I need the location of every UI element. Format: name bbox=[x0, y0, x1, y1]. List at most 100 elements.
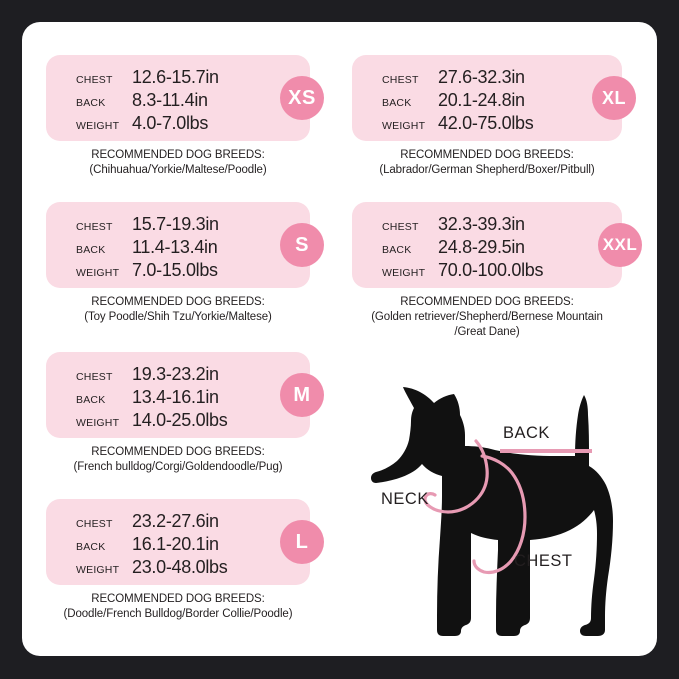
size-card-body: CHEST 27.6-32.3in BACK 20.1-24.8in WEIGH… bbox=[352, 55, 636, 141]
row-weight: WEIGHT 23.0-48.0lbs bbox=[76, 557, 286, 580]
row-value-chest: 27.6-32.3in bbox=[438, 67, 525, 87]
size-card-l[interactable]: CHEST 23.2-27.6in BACK 16.1-20.1in WEIGH… bbox=[46, 499, 328, 622]
size-badge-xs[interactable]: XS bbox=[280, 76, 324, 120]
row-label-back: BACK bbox=[76, 97, 106, 109]
row-back: BACK 8.3-11.4in bbox=[76, 90, 286, 113]
row-chest: CHEST 19.3-23.2in bbox=[76, 364, 286, 387]
breeds-note: RECOMMENDED DOG BREEDS: (Labrador/German… bbox=[337, 148, 637, 178]
breeds-heading: RECOMMENDED DOG BREEDS: bbox=[91, 446, 265, 458]
row-weight: WEIGHT 4.0-7.0lbs bbox=[76, 113, 286, 136]
size-badge-xxl[interactable]: XXL bbox=[598, 223, 642, 267]
row-label-chest: CHEST bbox=[76, 518, 113, 530]
row-back: BACK 13.4-16.1in bbox=[76, 387, 286, 410]
breeds-heading: RECOMMENDED DOG BREEDS: bbox=[91, 149, 265, 161]
breeds-note: RECOMMENDED DOG BREEDS: (Golden retrieve… bbox=[337, 295, 637, 340]
row-value-back: 24.8-29.5in bbox=[438, 237, 525, 257]
row-weight: WEIGHT 42.0-75.0lbs bbox=[382, 113, 592, 136]
row-value-back: 11.4-13.4in bbox=[132, 237, 218, 257]
size-card-body: CHEST 32.3-39.3in BACK 24.8-29.5in WEIGH… bbox=[352, 202, 642, 288]
breeds-list-line1: (French bulldog/Corgi/Goldendoodle/Pug) bbox=[73, 461, 283, 473]
measurement-rows: CHEST 12.6-15.7in BACK 8.3-11.4in WEIGHT… bbox=[76, 67, 286, 136]
row-label-back: BACK bbox=[382, 97, 412, 109]
row-chest: CHEST 27.6-32.3in bbox=[382, 67, 592, 90]
size-card-s[interactable]: CHEST 15.7-19.3in BACK 11.4-13.4in WEIGH… bbox=[46, 202, 328, 325]
row-chest: CHEST 12.6-15.7in bbox=[76, 67, 286, 90]
row-chest: CHEST 23.2-27.6in bbox=[76, 511, 286, 534]
size-card-xxl[interactable]: CHEST 32.3-39.3in BACK 24.8-29.5in WEIGH… bbox=[352, 202, 642, 340]
size-card-body: CHEST 19.3-23.2in BACK 13.4-16.1in WEIGH… bbox=[46, 352, 324, 438]
row-weight: WEIGHT 14.0-25.0lbs bbox=[76, 410, 286, 433]
row-value-chest: 12.6-15.7in bbox=[132, 67, 219, 87]
breeds-list-line1: (Doodle/French Bulldog/Border Collie/Poo… bbox=[63, 608, 293, 620]
row-label-chest: CHEST bbox=[382, 74, 419, 86]
size-card-m[interactable]: CHEST 19.3-23.2in BACK 13.4-16.1in WEIGH… bbox=[46, 352, 328, 475]
chest-measure-loop bbox=[472, 454, 527, 575]
breeds-list-line1: (Chihuahua/Yorkie/Maltese/Poodle) bbox=[89, 164, 267, 176]
breeds-note: RECOMMENDED DOG BREEDS: (Chihuahua/Yorki… bbox=[28, 148, 328, 178]
size-card-xl[interactable]: CHEST 27.6-32.3in BACK 20.1-24.8in WEIGH… bbox=[352, 55, 637, 178]
measurement-rows: CHEST 32.3-39.3in BACK 24.8-29.5in WEIGH… bbox=[382, 214, 592, 283]
breeds-list-line2: /Great Dane) bbox=[454, 326, 520, 338]
neck-measure-loop bbox=[423, 439, 489, 514]
row-label-weight: WEIGHT bbox=[76, 417, 120, 429]
row-value-back: 16.1-20.1in bbox=[132, 534, 219, 554]
row-value-weight: 4.0-7.0lbs bbox=[132, 113, 209, 133]
row-value-chest: 15.7-19.3in bbox=[132, 214, 219, 234]
dog-body-silhouette bbox=[371, 387, 613, 636]
breeds-note: RECOMMENDED DOG BREEDS: (Toy Poodle/Shih… bbox=[28, 295, 328, 325]
size-chart-panel: CHEST 12.6-15.7in BACK 8.3-11.4in WEIGHT… bbox=[22, 22, 657, 656]
dog-measurement-diagram: BACK NECK CHEST bbox=[370, 384, 657, 646]
row-value-chest: 23.2-27.6in bbox=[132, 511, 219, 531]
row-label-chest: CHEST bbox=[76, 221, 113, 233]
size-card-body: CHEST 15.7-19.3in BACK 11.4-13.4in WEIGH… bbox=[46, 202, 324, 288]
row-label-chest: CHEST bbox=[382, 221, 419, 233]
row-value-weight: 23.0-48.0lbs bbox=[132, 557, 228, 577]
row-back: BACK 24.8-29.5in bbox=[382, 237, 592, 260]
row-label-chest: CHEST bbox=[76, 74, 113, 86]
neck-label: NECK bbox=[381, 490, 429, 508]
row-label-back: BACK bbox=[76, 541, 106, 553]
row-chest: CHEST 15.7-19.3in bbox=[76, 214, 286, 237]
size-badge-l[interactable]: L bbox=[280, 520, 324, 564]
back-label: BACK bbox=[503, 424, 550, 442]
row-weight: WEIGHT 7.0-15.0lbs bbox=[76, 260, 286, 283]
size-card-xs[interactable]: CHEST 12.6-15.7in BACK 8.3-11.4in WEIGHT… bbox=[46, 55, 328, 178]
row-value-weight: 70.0-100.0lbs bbox=[438, 260, 544, 280]
measurement-rows: CHEST 15.7-19.3in BACK 11.4-13.4in WEIGH… bbox=[76, 214, 286, 283]
row-label-back: BACK bbox=[382, 244, 412, 256]
row-label-weight: WEIGHT bbox=[382, 267, 426, 279]
row-back: BACK 16.1-20.1in bbox=[76, 534, 286, 557]
row-label-chest: CHEST bbox=[76, 371, 113, 383]
size-card-body: CHEST 12.6-15.7in BACK 8.3-11.4in WEIGHT… bbox=[46, 55, 324, 141]
row-value-chest: 32.3-39.3in bbox=[438, 214, 525, 234]
breeds-heading: RECOMMENDED DOG BREEDS: bbox=[400, 296, 574, 308]
size-badge-m[interactable]: M bbox=[280, 373, 324, 417]
row-value-weight: 14.0-25.0lbs bbox=[132, 410, 228, 430]
row-weight: WEIGHT 70.0-100.0lbs bbox=[382, 260, 592, 283]
row-label-weight: WEIGHT bbox=[76, 267, 120, 279]
measurement-rows: CHEST 19.3-23.2in BACK 13.4-16.1in WEIGH… bbox=[76, 364, 286, 433]
row-label-back: BACK bbox=[76, 394, 106, 406]
chest-label: CHEST bbox=[514, 552, 573, 570]
breeds-list-line1: (Golden retriever/Shepherd/Bernese Mount… bbox=[371, 311, 603, 323]
breeds-note: RECOMMENDED DOG BREEDS: (French bulldog/… bbox=[28, 445, 328, 475]
row-value-weight: 7.0-15.0lbs bbox=[132, 260, 218, 280]
dog-silhouette-svg bbox=[371, 387, 613, 636]
measurement-rows: CHEST 23.2-27.6in BACK 16.1-20.1in WEIGH… bbox=[76, 511, 286, 580]
size-badge-s[interactable]: S bbox=[280, 223, 324, 267]
row-label-weight: WEIGHT bbox=[382, 120, 426, 132]
breeds-heading: RECOMMENDED DOG BREEDS: bbox=[91, 593, 265, 605]
measurement-rows: CHEST 27.6-32.3in BACK 20.1-24.8in WEIGH… bbox=[382, 67, 592, 136]
breeds-heading: RECOMMENDED DOG BREEDS: bbox=[400, 149, 574, 161]
row-back: BACK 11.4-13.4in bbox=[76, 237, 286, 260]
row-value-back: 13.4-16.1in bbox=[132, 387, 219, 407]
breeds-list-line1: (Labrador/German Shepherd/Boxer/Pitbull) bbox=[379, 164, 595, 176]
row-chest: CHEST 32.3-39.3in bbox=[382, 214, 592, 237]
row-label-back: BACK bbox=[76, 244, 106, 256]
breeds-list-line1: (Toy Poodle/Shih Tzu/Yorkie/Maltese) bbox=[84, 311, 272, 323]
size-badge-xl[interactable]: XL bbox=[592, 76, 636, 120]
row-value-weight: 42.0-75.0lbs bbox=[438, 113, 534, 133]
breeds-heading: RECOMMENDED DOG BREEDS: bbox=[91, 296, 265, 308]
size-card-body: CHEST 23.2-27.6in BACK 16.1-20.1in WEIGH… bbox=[46, 499, 324, 585]
